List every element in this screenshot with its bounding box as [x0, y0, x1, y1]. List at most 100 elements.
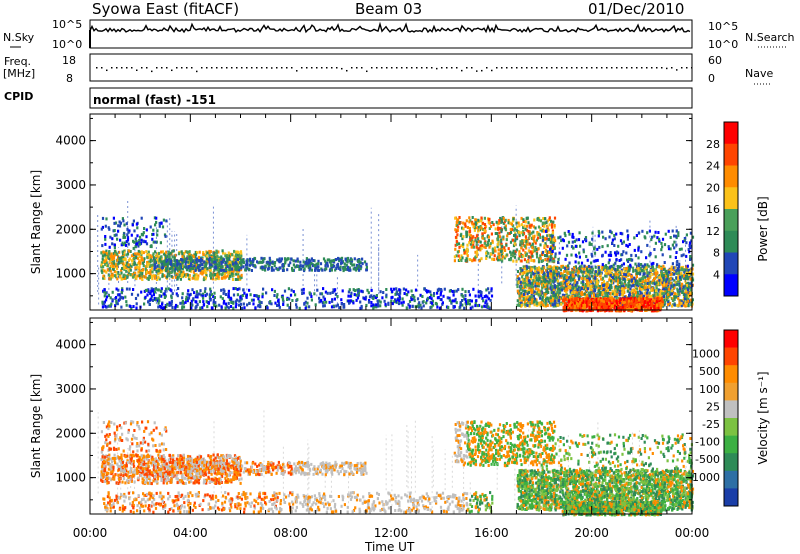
echo-cell [595, 278, 598, 281]
echo-cell [547, 228, 550, 232]
echo-cell [453, 259, 456, 263]
echo-cell [656, 271, 659, 275]
echo-cell [167, 261, 170, 265]
echo-cell [215, 258, 219, 262]
freq-dot [196, 70, 198, 73]
echo-cell [170, 302, 173, 306]
echo-cell [562, 278, 565, 282]
echo-cell [540, 259, 543, 263]
echo-cell [232, 306, 235, 310]
echo-cell [524, 298, 527, 301]
echo-cell [555, 267, 558, 270]
echo-cell [535, 248, 538, 251]
echo-cell [218, 272, 221, 276]
echo-cell [636, 279, 639, 283]
echo-cell [503, 246, 506, 250]
echo-cell [659, 275, 663, 279]
echo-cell [213, 273, 217, 276]
echo-cell [543, 221, 546, 225]
echo-cell [539, 243, 542, 247]
echo-cell [534, 286, 538, 290]
echo-cell [313, 292, 316, 296]
echo-cell [691, 272, 695, 276]
echo-cell [686, 281, 689, 285]
echo-cell [120, 243, 123, 247]
echo-cell [219, 257, 222, 261]
echo-cell [440, 298, 443, 302]
echo-cell [349, 294, 352, 298]
echo-cell [308, 264, 311, 267]
echo-cell [574, 273, 577, 277]
echo-cell [164, 289, 167, 293]
echo-cell [511, 251, 514, 255]
echo-cell [108, 250, 111, 253]
echo-cell [463, 297, 466, 301]
freq-dot [186, 67, 188, 69]
echo-cell [606, 283, 609, 287]
echo-cell [549, 265, 552, 269]
echo-cell [539, 254, 542, 258]
echo-cell [494, 232, 497, 235]
echo-cell [471, 305, 474, 309]
echo-cell [493, 246, 497, 250]
echo-cell [182, 273, 186, 277]
echo-cell [326, 262, 329, 266]
echo-cell [677, 303, 680, 307]
echo-cell [353, 289, 356, 293]
echo-cell [160, 294, 163, 298]
echo-cell [474, 302, 477, 306]
echo-cell [132, 271, 136, 275]
echo-cell [116, 293, 120, 297]
echo-cell [269, 300, 272, 304]
echo-cell [147, 277, 150, 281]
echo-cell [197, 263, 200, 267]
echo-cell [456, 241, 459, 244]
echo-cell [149, 260, 152, 264]
echo-cell [208, 264, 212, 268]
echo-cell [497, 227, 500, 231]
echo-cell [561, 301, 564, 305]
echo-cell [487, 305, 490, 309]
echo-cell [100, 251, 103, 255]
echo-cell [533, 234, 536, 238]
echo-cell [296, 257, 299, 261]
echo-cell [488, 306, 491, 310]
freq-dot [391, 67, 393, 69]
echo-cell [156, 233, 159, 237]
echo-cell [224, 261, 228, 264]
echo-cell [468, 227, 471, 230]
echo-cell [581, 283, 585, 286]
echo-cell [506, 234, 509, 238]
echo-cell [193, 253, 196, 257]
echo-cell [208, 261, 211, 265]
echo-cell [469, 238, 472, 242]
echo-cell [530, 271, 533, 275]
echo-cell [569, 289, 572, 293]
echo-cell [507, 218, 510, 222]
echo-cell [350, 262, 353, 266]
echo-cell [663, 278, 666, 282]
echo-cell [455, 254, 458, 258]
echo-cell [473, 226, 476, 230]
echo-cell [119, 295, 122, 299]
echo-cell [179, 262, 182, 266]
echo-cell [670, 284, 673, 288]
echo-cell [546, 259, 550, 263]
echo-cell [298, 266, 301, 270]
echo-cell [215, 263, 219, 267]
echo-cell [641, 269, 644, 272]
echo-cell [216, 271, 219, 275]
echo-cell [152, 228, 155, 232]
echo-cell [395, 287, 398, 291]
echo-cell [563, 277, 566, 280]
echo-cell [188, 255, 191, 259]
echo-cell [518, 250, 521, 254]
echo-cell [134, 271, 137, 275]
echo-cell [233, 255, 236, 259]
echo-cell [595, 293, 598, 297]
freq-dot [461, 69, 463, 72]
echo-cell [149, 269, 152, 273]
echo-cell [209, 268, 212, 272]
echo-cell [507, 247, 510, 251]
echo-cell [467, 301, 470, 305]
